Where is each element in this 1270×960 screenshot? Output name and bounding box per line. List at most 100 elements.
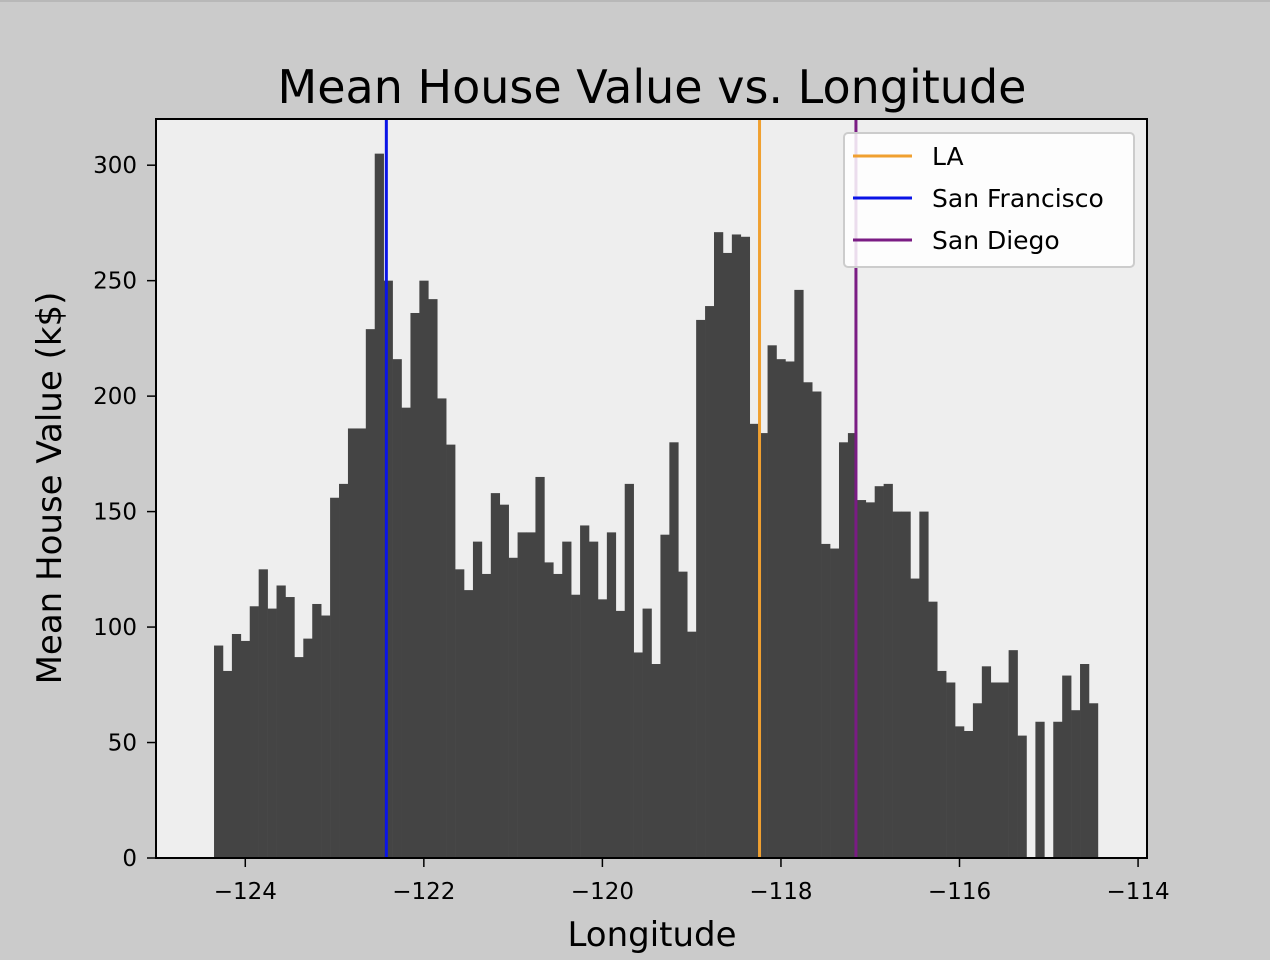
histogram-bar (597, 599, 608, 858)
histogram-bar (740, 236, 751, 858)
chart-title: Mean House Value vs. Longitude (278, 60, 1027, 114)
histogram-bar (874, 486, 884, 858)
histogram-bar (267, 608, 277, 858)
y-tick-label: 50 (108, 731, 137, 757)
histogram-bar (419, 280, 429, 858)
histogram-bar (678, 571, 688, 858)
y-tick-label: 150 (93, 500, 137, 526)
histogram-bar (1080, 664, 1090, 858)
histogram-bar (339, 483, 349, 858)
histogram-bar (437, 398, 447, 858)
histogram-bar (481, 573, 492, 858)
histogram-bar (1088, 703, 1099, 858)
x-tick-label: −116 (928, 879, 991, 905)
histogram-bar (365, 329, 376, 858)
histogram-bar (821, 543, 831, 858)
histogram-bar (758, 433, 768, 858)
histogram-bar (240, 640, 251, 858)
histogram-bar (472, 541, 483, 858)
histogram-bar (981, 666, 992, 858)
histogram-bar (687, 631, 697, 858)
histogram-bar (642, 608, 652, 858)
x-tick-label: −118 (749, 879, 812, 905)
histogram-bar (1071, 710, 1081, 858)
histogram-bar (499, 504, 509, 858)
histogram-bar (401, 407, 411, 858)
histogram-bar (883, 483, 893, 858)
legend-label: San Diego (932, 226, 1060, 255)
histogram-bar (392, 359, 402, 858)
legend-box (843, 132, 1135, 268)
histogram-bar (214, 645, 224, 858)
histogram-bar (589, 541, 599, 858)
histogram-bar (249, 606, 259, 858)
histogram-bar (714, 232, 724, 858)
histogram-bar (258, 569, 268, 858)
y-axis-ticks: 0 50 100 150 200 250 300 (93, 153, 156, 872)
histogram-bar (490, 493, 501, 858)
histogram-bar (508, 557, 518, 858)
histogram-bar (919, 511, 929, 858)
histogram-bar (544, 562, 554, 858)
histogram-bar (794, 289, 804, 858)
histogram-bar (624, 483, 634, 858)
histogram-bar (669, 442, 679, 858)
histogram-bar (937, 670, 947, 858)
histogram-bar (803, 382, 813, 858)
histogram-bar (303, 638, 313, 858)
histogram-bar (553, 573, 563, 858)
histogram-bar (580, 525, 590, 858)
histogram-bar (812, 391, 822, 858)
histogram-bar (356, 428, 367, 858)
legend-label: San Francisco (932, 184, 1104, 213)
histogram-bar (312, 603, 322, 858)
histogram-bar (1053, 721, 1063, 858)
histogram-bar (955, 726, 965, 858)
histogram-bar (838, 442, 849, 858)
histogram-bar (856, 500, 867, 858)
histogram-bar (294, 657, 304, 858)
histogram-bar (347, 428, 358, 858)
histogram-bar (749, 423, 759, 858)
histogram-bar (383, 280, 393, 858)
plot-frame (155, 118, 1148, 859)
histogram-bar (847, 433, 858, 858)
histogram-bar (231, 633, 242, 858)
y-axis-label: Mean House Value (k$) (30, 292, 70, 685)
histogram-bar (410, 312, 420, 858)
histogram-bar (321, 615, 331, 858)
histogram-bar (660, 534, 670, 858)
legend: LA San Francisco San Diego (843, 132, 1135, 268)
histogram-bar (571, 594, 581, 858)
histogram-bar (990, 682, 1000, 858)
histogram-bar (830, 548, 840, 858)
histogram-bar (374, 153, 384, 858)
histogram-bar (1062, 675, 1072, 858)
histogram-bar (972, 703, 983, 858)
histogram-bar (696, 319, 706, 858)
histogram-bar (455, 569, 465, 858)
histogram-bar (963, 730, 974, 858)
histogram-bars (214, 153, 1099, 859)
histogram-bar (901, 511, 911, 858)
histogram-bar (615, 610, 626, 858)
legend-label: LA (932, 142, 964, 171)
histogram-bar (446, 444, 456, 858)
histogram-bar (330, 497, 340, 858)
x-axis-ticks: −124 −122 −120 −118 −116 −114 (214, 858, 1170, 905)
histogram-bar (999, 682, 1009, 858)
y-tick-label: 250 (93, 269, 137, 295)
histogram-bar (1008, 650, 1018, 858)
histogram-bar (651, 664, 661, 858)
figure-top-border (0, 0, 1270, 2)
histogram-bar (526, 532, 536, 858)
histogram-bar (1017, 735, 1027, 858)
x-tick-label: −114 (1106, 879, 1169, 905)
y-tick-label: 100 (93, 615, 137, 641)
histogram-bar (222, 670, 233, 858)
histogram-bar (910, 578, 920, 858)
y-tick-label: 300 (93, 153, 137, 179)
y-tick-label: 0 (122, 846, 137, 872)
